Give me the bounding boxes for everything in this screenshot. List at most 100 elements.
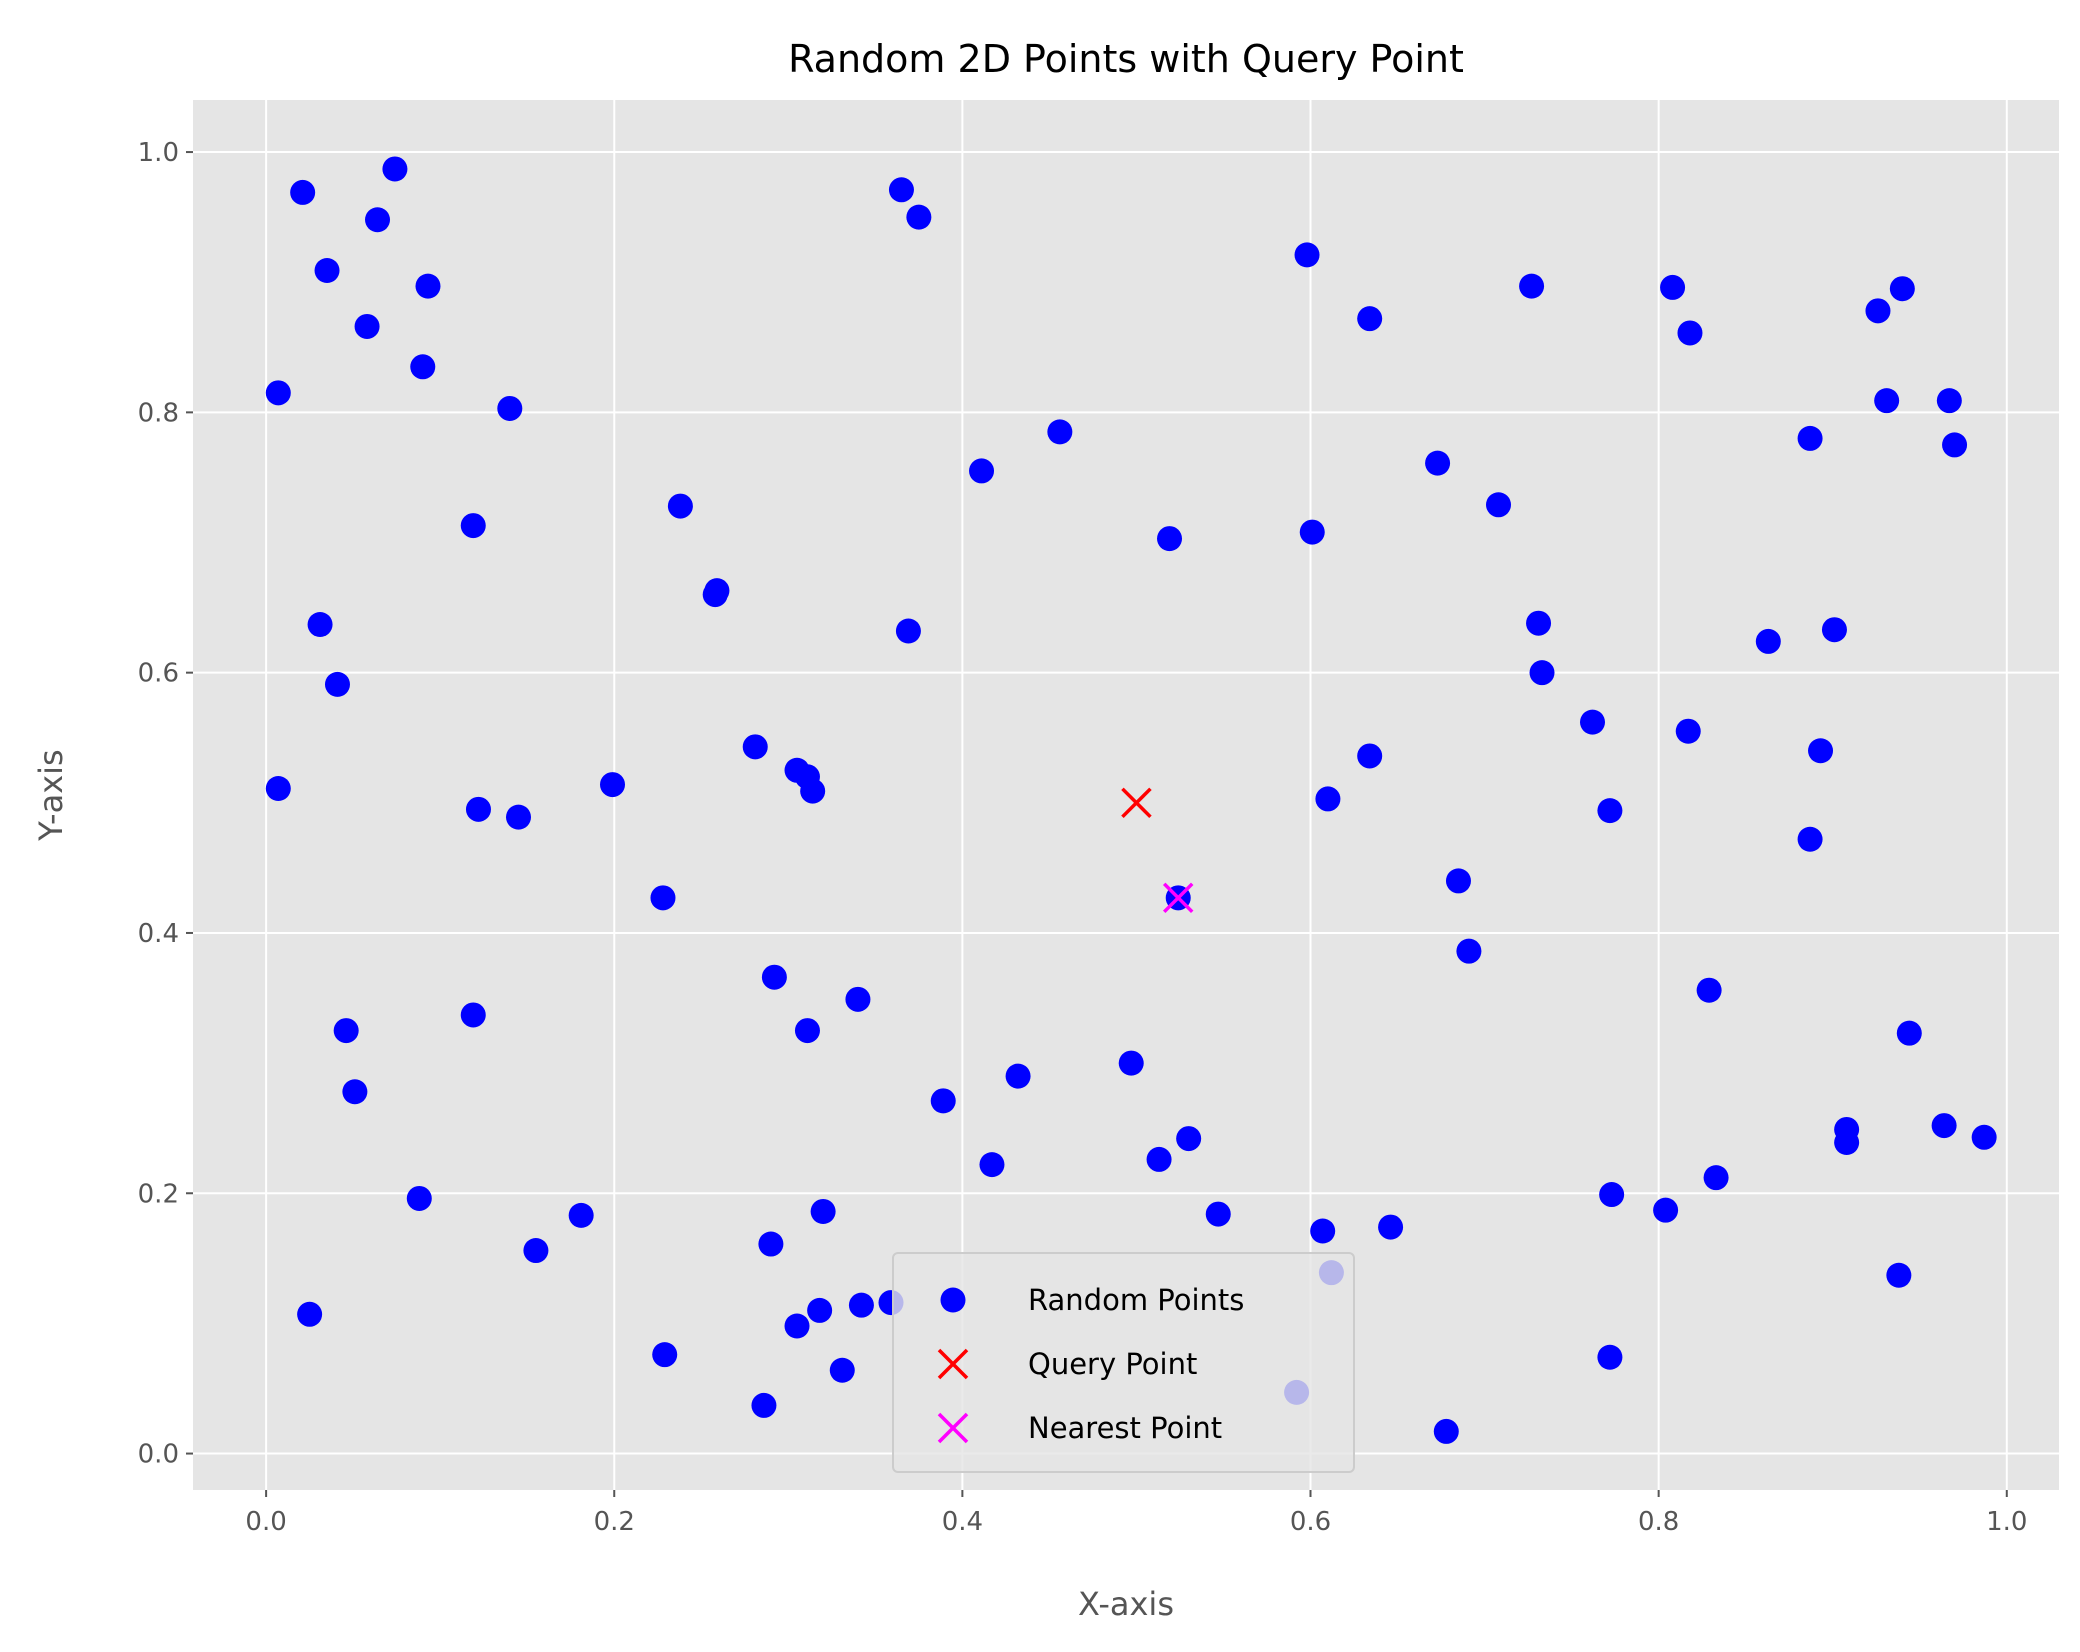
random-point: [1703, 1165, 1729, 1191]
x-axis-label: X-axis: [1078, 1585, 1174, 1623]
random-point: [1378, 1214, 1404, 1240]
legend-x-marker: [937, 1412, 969, 1444]
legend-box: [892, 1252, 1355, 1473]
random-point: [1797, 826, 1823, 852]
random-point: [1599, 1182, 1625, 1208]
random-point: [265, 775, 291, 801]
query-point-marker: [1121, 787, 1152, 819]
random-point: [1005, 1063, 1031, 1089]
random-point: [324, 671, 350, 697]
random-point: [410, 354, 436, 380]
random-point: [1936, 388, 1962, 414]
random-point: [365, 207, 391, 233]
random-point: [758, 1231, 784, 1257]
random-point: [1205, 1201, 1231, 1227]
y-tick-label: 0.8: [138, 398, 179, 428]
random-point: [1660, 274, 1686, 300]
x-tick-label: 1.0: [1986, 1507, 2027, 1537]
y-axis-label: Y-axis: [32, 749, 70, 841]
random-point: [810, 1198, 836, 1224]
random-point: [1047, 419, 1073, 445]
random-point: [650, 885, 676, 911]
nearest-point-marker: [1162, 882, 1194, 914]
random-point: [1808, 738, 1834, 764]
random-point: [761, 964, 787, 990]
random-point: [895, 618, 921, 644]
random-point: [415, 273, 441, 299]
random-point: [307, 612, 333, 638]
random-point: [930, 1088, 956, 1114]
random-point: [342, 1079, 368, 1105]
random-point: [807, 1297, 833, 1323]
random-point: [465, 796, 491, 822]
random-point: [1597, 798, 1623, 824]
random-point: [600, 772, 626, 798]
random-point: [1456, 938, 1482, 964]
random-point: [1931, 1113, 1957, 1139]
random-point: [1755, 628, 1781, 654]
random-point: [1696, 977, 1722, 1003]
random-point: [1865, 298, 1891, 324]
random-point: [829, 1357, 855, 1383]
random-point: [523, 1238, 549, 1264]
x-tick-label: 0.6: [1290, 1507, 1331, 1537]
random-point: [784, 1313, 810, 1339]
random-point: [568, 1202, 594, 1228]
random-point: [460, 1002, 486, 1028]
random-point: [297, 1301, 323, 1327]
random-point: [1896, 1020, 1922, 1046]
random-point: [1797, 425, 1823, 451]
random-point: [1315, 786, 1341, 812]
legend-x-marker: [937, 1348, 969, 1380]
random-point: [1146, 1146, 1172, 1172]
random-point: [704, 578, 730, 604]
random-point: [1821, 617, 1847, 643]
legend-label: Query Point: [1028, 1347, 1197, 1381]
random-point: [1526, 610, 1552, 636]
random-point: [1118, 1050, 1144, 1076]
x-tick-label: 0.4: [942, 1507, 983, 1537]
y-tick-label: 0.2: [138, 1179, 179, 1209]
y-tick-label: 0.6: [138, 659, 179, 689]
x-tick-label: 0.2: [594, 1507, 635, 1537]
random-point: [667, 493, 693, 519]
y-tick-label: 0.4: [138, 919, 179, 949]
random-point: [979, 1152, 1005, 1178]
random-point: [1310, 1218, 1336, 1244]
random-point: [1433, 1418, 1459, 1444]
random-point: [1176, 1126, 1202, 1152]
tick-marks: 0.0 0.2 0.4 0.6 0.8 1.0 0.0 0.2 0.4 0.6 0.8 1.0: [138, 138, 2028, 1537]
random-point: [1886, 1262, 1912, 1288]
legend: Random Points Query Point Nearest Point: [892, 1252, 1355, 1473]
random-point: [1874, 388, 1900, 414]
random-point: [1157, 526, 1183, 552]
random-point: [1942, 432, 1968, 458]
random-point: [1580, 709, 1605, 735]
random-point: [1653, 1197, 1679, 1223]
random-point: [652, 1342, 678, 1368]
random-point: [1677, 320, 1703, 346]
random-point: [742, 734, 768, 760]
random-point: [314, 257, 340, 283]
random-point: [1889, 276, 1915, 302]
random-point: [506, 804, 532, 830]
random-point: [1445, 868, 1471, 894]
random-point: [333, 1018, 359, 1044]
random-point: [1357, 306, 1383, 332]
y-tick-label: 0.0: [138, 1440, 179, 1470]
random-point: [1834, 1130, 1860, 1155]
random-point: [1675, 718, 1701, 744]
random-point: [406, 1185, 432, 1211]
random-point: [800, 778, 826, 804]
random-point: [1971, 1124, 1997, 1150]
chart-title: Random 2D Points with Query Point: [788, 37, 1464, 81]
random-point: [265, 380, 291, 406]
random-point: [497, 395, 523, 421]
legend-label: Nearest Point: [1028, 1411, 1222, 1445]
random-point: [1597, 1344, 1623, 1370]
random-point: [354, 313, 380, 339]
random-point: [1486, 492, 1512, 518]
random-point: [751, 1392, 777, 1418]
